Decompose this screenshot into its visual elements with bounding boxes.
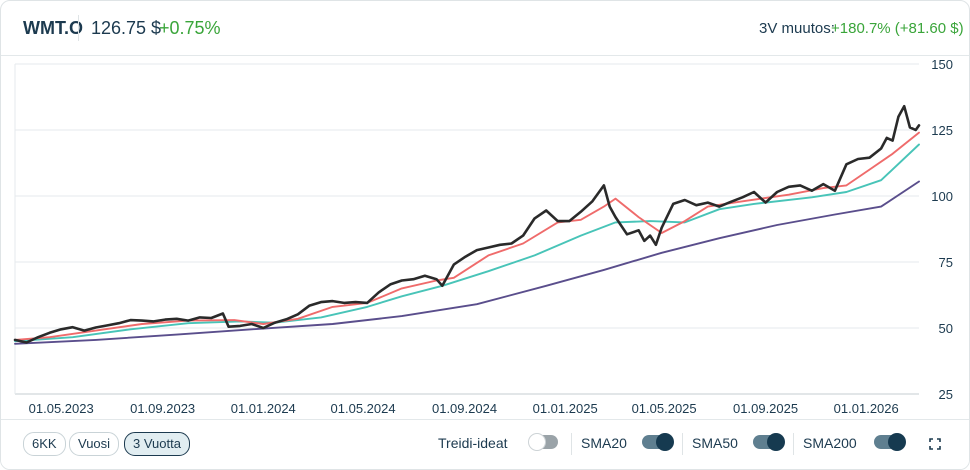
period-change-label: 3V muutos: <box>759 20 835 37</box>
y-tick-label: 125 <box>931 123 953 138</box>
toggle-sma20[interactable] <box>642 433 674 451</box>
toggle-label-treidi-ideat: Treidi-ideat <box>438 435 508 451</box>
y-tick-label: 100 <box>931 189 953 204</box>
x-tick-label: 01.09.2023 <box>130 401 195 416</box>
toggle-treidi-ideat[interactable] <box>528 433 558 451</box>
x-tick-label: 01.05.2023 <box>29 401 94 416</box>
y-tick-label: 25 <box>939 387 953 402</box>
y-tick-label: 150 <box>931 57 953 72</box>
control-separator <box>682 433 683 455</box>
x-tick-label: 01.09.2025 <box>733 401 798 416</box>
x-axis-ticks: 01.05.2023 01.09.2023 01.01.2024 01.05.2024… <box>29 401 899 416</box>
y-tick-label: 75 <box>939 255 953 270</box>
control-separator <box>793 433 794 455</box>
toggle-knob <box>656 433 674 451</box>
series-line-wmt-o <box>13 104 921 344</box>
toggle-sma50[interactable] <box>753 433 785 451</box>
series-line-sma200 <box>14 180 920 345</box>
chart-controls: 6KK Vuosi 3 Vuotta Treidi-ideat SMA20 SM… <box>1 419 969 469</box>
chart-grid <box>14 63 919 395</box>
toggle-knob <box>888 433 906 451</box>
period-button-6kk[interactable]: 6KK <box>23 432 66 456</box>
chart-header: WMT.O 126.75 $ +0.75% 3V muutos: +180.7%… <box>1 1 969 56</box>
series-line-sma50 <box>14 143 920 343</box>
x-tick-label: 01.05.2025 <box>632 401 697 416</box>
ticker-symbol: WMT.O <box>23 18 83 38</box>
series-line-sma20 <box>14 131 920 341</box>
x-tick-label: 01.01.2024 <box>231 401 296 416</box>
control-separator <box>571 433 572 455</box>
period-button-3-vuotta[interactable]: 3 Vuotta <box>124 432 190 456</box>
x-tick-label: 01.01.2026 <box>834 401 899 416</box>
price-change-percent: +0.75% <box>159 18 221 38</box>
current-price: 126.75 $ <box>91 18 162 38</box>
chart-series <box>13 104 921 345</box>
y-tick-label: 50 <box>939 321 953 336</box>
toggle-label-sma200: SMA200 <box>803 435 857 451</box>
toggle-knob <box>528 433 546 451</box>
x-tick-label: 01.09.2024 <box>432 401 497 416</box>
toggle-label-sma20: SMA20 <box>581 435 627 451</box>
period-change-value: +180.7% (+81.60 $) <box>831 20 964 37</box>
toggle-label-sma50: SMA50 <box>692 435 738 451</box>
period-button-vuosi[interactable]: Vuosi <box>69 432 120 456</box>
header-separator <box>78 15 79 41</box>
toggle-sma200[interactable] <box>874 433 906 451</box>
toggle-knob <box>767 433 785 451</box>
x-tick-label: 01.05.2024 <box>331 401 396 416</box>
y-axis-ticks: 25 50 75 100 125 150 <box>931 57 953 402</box>
expand-icon[interactable] <box>929 438 941 450</box>
x-tick-label: 01.01.2025 <box>533 401 598 416</box>
